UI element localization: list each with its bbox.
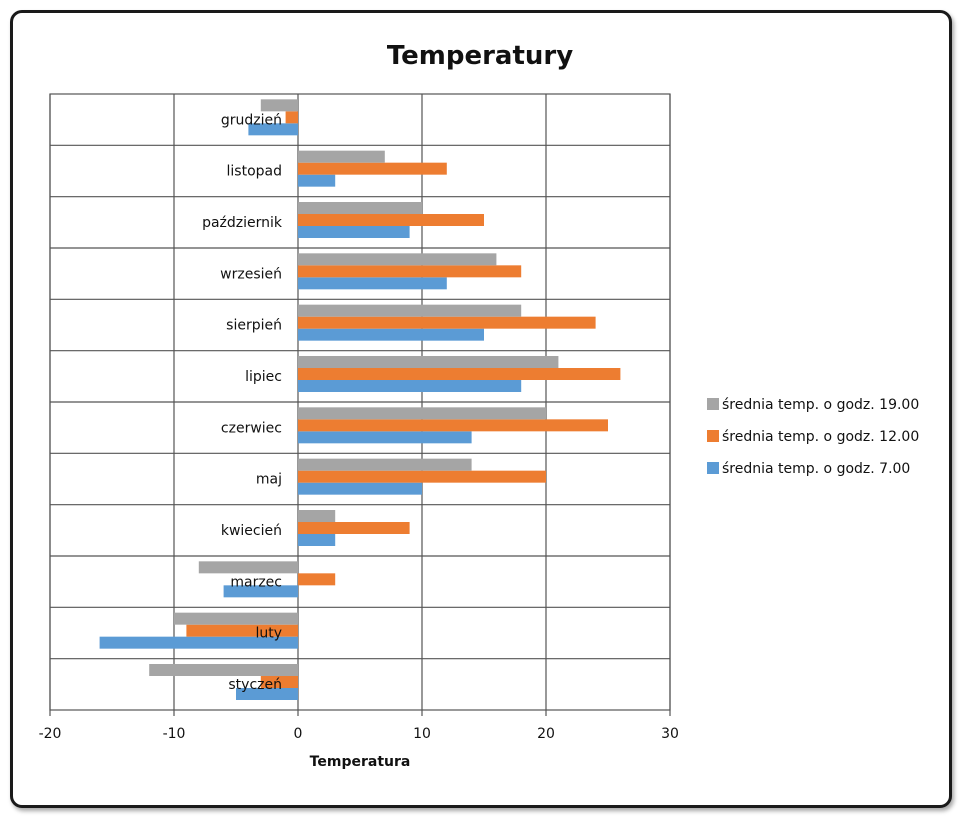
legend-swatch — [707, 462, 719, 474]
bar-1-6 — [298, 431, 472, 444]
category-label: kwiecień — [221, 523, 282, 539]
bar-2-7 — [298, 368, 621, 380]
bar-2-6 — [298, 419, 608, 432]
bar-1-8 — [298, 328, 484, 341]
category-label: sierpień — [226, 318, 282, 334]
bar-2-5 — [298, 470, 546, 483]
bar-1-2 — [99, 636, 298, 649]
category-label: czerwiec — [221, 420, 282, 436]
legend-label: średnia temp. o godz. 7.00 — [722, 461, 910, 477]
category-label: marzec — [230, 574, 282, 590]
legend: średnia temp. o godz. 19.00 średnia temp.… — [707, 397, 919, 477]
category-labels: styczeń luty marzec kwiecień maj czerwiec lipi… — [202, 112, 283, 693]
x-tick-label: -20 — [39, 726, 62, 742]
legend-label: średnia temp. o godz. 19.00 — [722, 397, 919, 413]
x-axis-label: Temperatura — [310, 754, 411, 770]
bar-1-3 — [223, 585, 298, 598]
chart-title: Temperatury — [387, 41, 573, 71]
legend-label: średnia temp. o godz. 12.00 — [722, 429, 919, 445]
bar-3-10 — [298, 202, 422, 214]
category-label: listopad — [227, 164, 282, 180]
legend-swatch — [707, 398, 719, 410]
bar-1-5 — [298, 482, 422, 495]
x-tick-label: 20 — [537, 726, 555, 742]
bar-2-8 — [298, 316, 596, 329]
bar-2-10 — [298, 214, 484, 226]
bars — [99, 99, 621, 700]
bar-3-5 — [298, 458, 472, 471]
bar-1-7 — [298, 380, 522, 392]
bar-2-12 — [285, 111, 298, 124]
bar-3-8 — [298, 304, 522, 317]
category-label: maj — [256, 472, 282, 488]
bar-2-3 — [298, 573, 336, 586]
bar-1-9 — [298, 277, 447, 290]
category-label: grudzień — [221, 112, 282, 128]
bar-3-7 — [298, 356, 559, 368]
x-tick-labels: -20 -10 0 10 20 30 — [39, 726, 679, 742]
bar-3-6 — [298, 407, 546, 420]
category-label: lipiec — [245, 369, 282, 385]
bar-1-4 — [298, 534, 336, 546]
bar-2-4 — [298, 522, 410, 534]
bar-2-2 — [186, 624, 298, 637]
x-tick-label: -10 — [163, 726, 186, 742]
bar-3-1 — [149, 664, 298, 676]
category-label: luty — [255, 626, 282, 642]
x-tick-label: 10 — [413, 726, 431, 742]
bar-3-9 — [298, 253, 497, 266]
bar-1-10 — [298, 226, 410, 238]
bar-1-12 — [248, 123, 298, 136]
bar-3-2 — [174, 612, 298, 625]
grid — [49, 93, 671, 716]
x-tick-label: 30 — [661, 726, 679, 742]
bar-2-11 — [298, 162, 447, 175]
bar-2-9 — [298, 265, 522, 278]
bar-3-4 — [298, 510, 336, 522]
category-label: październik — [202, 215, 283, 231]
bar-3-11 — [298, 150, 385, 163]
category-label: wrzesień — [220, 266, 282, 282]
bar-2-1 — [260, 676, 298, 688]
x-tick-label: 0 — [294, 726, 303, 742]
legend-swatch — [707, 430, 719, 442]
bar-1-11 — [298, 174, 336, 187]
category-label: styczeń — [228, 677, 282, 693]
bar-3-3 — [198, 561, 298, 574]
bar-3-12 — [260, 99, 298, 112]
bar-1-1 — [236, 688, 298, 700]
